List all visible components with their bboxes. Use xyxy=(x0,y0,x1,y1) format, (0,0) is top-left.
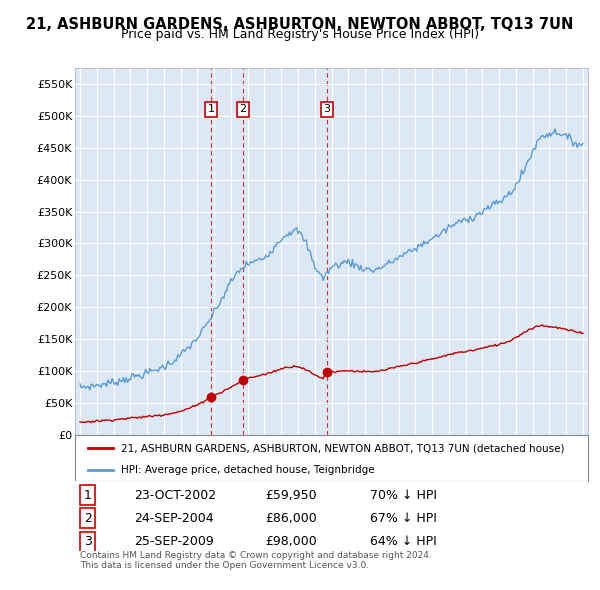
Text: 21, ASHBURN GARDENS, ASHBURTON, NEWTON ABBOT, TQ13 7UN (detached house): 21, ASHBURN GARDENS, ASHBURTON, NEWTON A… xyxy=(121,443,565,453)
Text: 1: 1 xyxy=(208,104,214,114)
Text: £59,950: £59,950 xyxy=(265,489,316,502)
Text: 67% ↓ HPI: 67% ↓ HPI xyxy=(370,512,437,525)
Text: 3: 3 xyxy=(84,536,92,549)
Text: 3: 3 xyxy=(323,104,331,114)
Text: 1: 1 xyxy=(84,489,92,502)
Text: 24-SEP-2004: 24-SEP-2004 xyxy=(134,512,214,525)
Text: £86,000: £86,000 xyxy=(265,512,317,525)
Text: 25-SEP-2009: 25-SEP-2009 xyxy=(134,536,214,549)
Text: HPI: Average price, detached house, Teignbridge: HPI: Average price, detached house, Teig… xyxy=(121,465,375,475)
Text: 21, ASHBURN GARDENS, ASHBURTON, NEWTON ABBOT, TQ13 7UN: 21, ASHBURN GARDENS, ASHBURTON, NEWTON A… xyxy=(26,17,574,31)
Text: Contains HM Land Registry data © Crown copyright and database right 2024.
This d: Contains HM Land Registry data © Crown c… xyxy=(80,551,432,571)
Text: 2: 2 xyxy=(84,512,92,525)
Text: 23-OCT-2002: 23-OCT-2002 xyxy=(134,489,216,502)
Text: 64% ↓ HPI: 64% ↓ HPI xyxy=(370,536,437,549)
Text: 2: 2 xyxy=(239,104,247,114)
Text: 70% ↓ HPI: 70% ↓ HPI xyxy=(370,489,437,502)
Text: Price paid vs. HM Land Registry's House Price Index (HPI): Price paid vs. HM Land Registry's House … xyxy=(121,28,479,41)
Text: £98,000: £98,000 xyxy=(265,536,317,549)
